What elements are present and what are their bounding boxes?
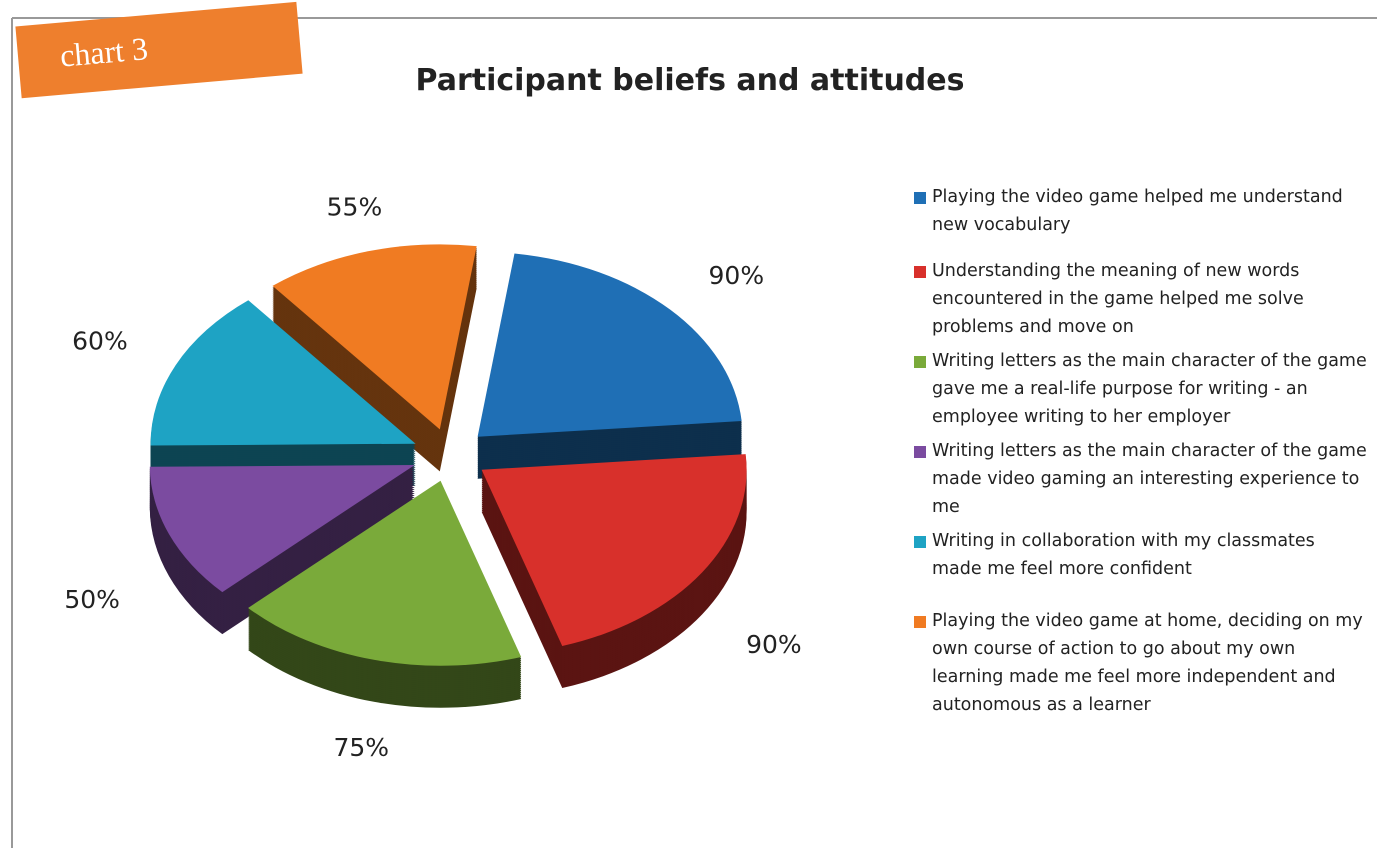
legend-label: Playing the video game helped me underst… bbox=[932, 187, 1343, 235]
legend-item: Writing in collaboration with my classma… bbox=[912, 527, 1367, 583]
legend-item: Writing letters as the main character of… bbox=[912, 437, 1367, 521]
chart-title: Participant beliefs and attitudes bbox=[416, 63, 965, 98]
legend-label: Writing letters as the main character of… bbox=[932, 441, 1367, 517]
badge-box bbox=[15, 1, 303, 99]
slice bbox=[248, 480, 522, 666]
slice bbox=[149, 464, 415, 593]
legend: Playing the video game helped me underst… bbox=[912, 183, 1367, 719]
slice bbox=[150, 300, 416, 446]
data-label: 55% bbox=[327, 193, 383, 222]
badge-text: chart 3 bbox=[59, 30, 150, 74]
legend-swatch bbox=[914, 192, 926, 204]
legend-label: Writing in collaboration with my classma… bbox=[932, 531, 1315, 579]
data-label: 60% bbox=[72, 326, 128, 355]
legend-item: Playing the video game at home, deciding… bbox=[912, 607, 1367, 719]
legend-swatch bbox=[914, 266, 926, 278]
badge: chart 3 bbox=[15, 1, 303, 99]
slice bbox=[477, 253, 742, 437]
legend-label: Understanding the meaning of new words e… bbox=[932, 261, 1304, 337]
legend-item: Understanding the meaning of new words e… bbox=[912, 257, 1367, 341]
legend-item: Playing the video game helped me underst… bbox=[912, 183, 1367, 239]
data-label: 90% bbox=[746, 630, 802, 659]
data-label: 75% bbox=[334, 733, 390, 762]
legend-swatch bbox=[914, 356, 926, 368]
data-label: 50% bbox=[64, 585, 120, 614]
slice bbox=[272, 244, 477, 430]
legend-item: Writing letters as the main character of… bbox=[912, 347, 1367, 431]
legend-label: Writing letters as the main character of… bbox=[932, 351, 1367, 427]
legend-label: Playing the video game at home, deciding… bbox=[932, 611, 1363, 715]
legend-swatch bbox=[914, 536, 926, 548]
slice bbox=[481, 454, 747, 646]
legend-swatch bbox=[914, 446, 926, 458]
legend-swatch bbox=[914, 616, 926, 628]
data-label: 90% bbox=[709, 261, 765, 290]
